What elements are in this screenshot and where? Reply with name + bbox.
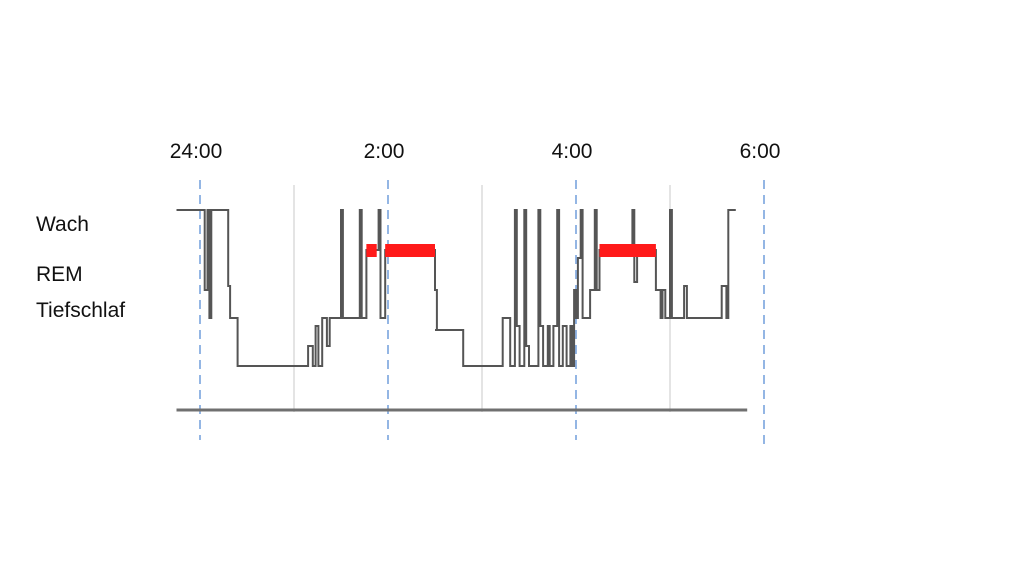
- x-tick-label-2: 4:00: [552, 140, 593, 163]
- x-tick-label-3: 6:00: [740, 140, 781, 163]
- rem-segment-0: [366, 244, 377, 257]
- sleep-stage-series: [176, 209, 736, 367]
- rem-segments: [366, 244, 656, 257]
- stage-label-rem: REM: [36, 263, 83, 286]
- stage-label-tiefschlaf: Tiefschlaf: [36, 299, 125, 322]
- y-axis-stage-labels: Wach REM Tiefschlaf: [36, 213, 125, 322]
- x-tick-label-1: 2:00: [364, 140, 405, 163]
- gridlines: [293, 185, 671, 412]
- x-axis-ticks: 24:00 2:00 4:00 6:00: [170, 140, 781, 163]
- series-line-0: [176, 209, 736, 367]
- hour-markers: [199, 180, 765, 448]
- x-tick-label-0: 24:00: [170, 140, 223, 163]
- stage-label-wach: Wach: [36, 213, 89, 236]
- rem-segment-2: [599, 244, 656, 257]
- rem-segment-1: [385, 244, 435, 257]
